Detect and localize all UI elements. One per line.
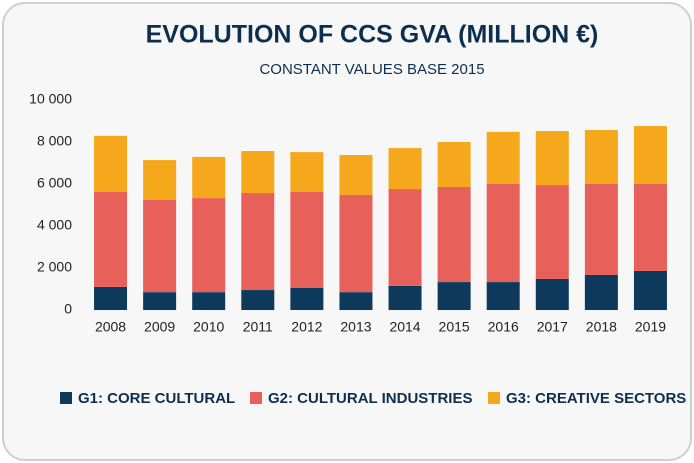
bar-segment (388, 148, 422, 190)
bar-segment (388, 285, 422, 310)
bar-segment (535, 131, 569, 186)
bar-segment (535, 278, 569, 310)
y-tick-label: 6 000 (37, 175, 72, 191)
bar-segment (94, 286, 128, 310)
bar-segment (486, 131, 520, 184)
bar-segment (584, 184, 618, 275)
bar-segment (290, 191, 324, 288)
legend-swatch (488, 392, 500, 404)
bar-segment (290, 287, 324, 310)
bar-segment (633, 184, 667, 271)
y-tick-label: 2 000 (37, 259, 72, 275)
x-tick-label: 2009 (144, 319, 175, 335)
bar-segment (584, 274, 618, 310)
bar-segment (94, 191, 128, 287)
x-tick-label: 2012 (291, 319, 322, 335)
bar-segment (388, 189, 422, 286)
bar-segment (192, 156, 226, 199)
bar-segment (94, 135, 128, 192)
legend-swatch (250, 392, 262, 404)
bar-segment (584, 130, 618, 184)
bar-segment (143, 199, 177, 293)
x-tick-label: 2015 (439, 319, 470, 335)
bar-segment (143, 160, 177, 200)
y-tick-label: 4 000 (37, 217, 72, 233)
bar-segment (437, 282, 471, 310)
x-tick-label: 2011 (243, 319, 273, 335)
bar-segment (290, 152, 324, 192)
chart-title: EVOLUTION OF CCS GVA (MILLION €) (146, 21, 599, 49)
x-tick-label: 2019 (635, 319, 666, 335)
bar-segment (192, 198, 226, 293)
x-tick-label: 2014 (389, 319, 420, 335)
legend-label: G3: CREATIVE SECTORS (506, 390, 686, 407)
bar-segment (339, 155, 373, 195)
bar-segment (339, 292, 373, 310)
x-tick-label: 2018 (586, 319, 617, 335)
bar-segment (535, 185, 569, 279)
bar-segment (241, 193, 275, 291)
x-tick-label: 2008 (95, 319, 126, 335)
bar-segment (633, 126, 667, 184)
bar-segment (437, 142, 471, 187)
x-tick-label: 2016 (488, 319, 519, 335)
bar-segment (486, 282, 520, 310)
x-tick-label: 2013 (340, 319, 371, 335)
bar-segment (339, 194, 373, 293)
bar-segment (437, 186, 471, 283)
legend-swatch (60, 392, 72, 404)
y-tick-label: 8 000 (37, 133, 72, 149)
legend-label: G2: CULTURAL INDUSTRIES (268, 390, 472, 407)
x-tick-label: 2017 (537, 319, 568, 335)
bar-segment (241, 151, 275, 194)
bar-segment (192, 292, 226, 310)
bar-segment (241, 290, 275, 310)
chart-subtitle: CONSTANT VALUES BASE 2015 (259, 61, 484, 78)
bar-segment (143, 292, 177, 310)
bar-segment (486, 184, 520, 283)
bar-segment (633, 270, 667, 310)
x-tick-label: 2010 (193, 319, 224, 335)
y-tick-label: 10 000 (29, 91, 72, 107)
y-tick-label: 0 (64, 301, 72, 317)
legend-label: G1: CORE CULTURAL (78, 390, 235, 407)
